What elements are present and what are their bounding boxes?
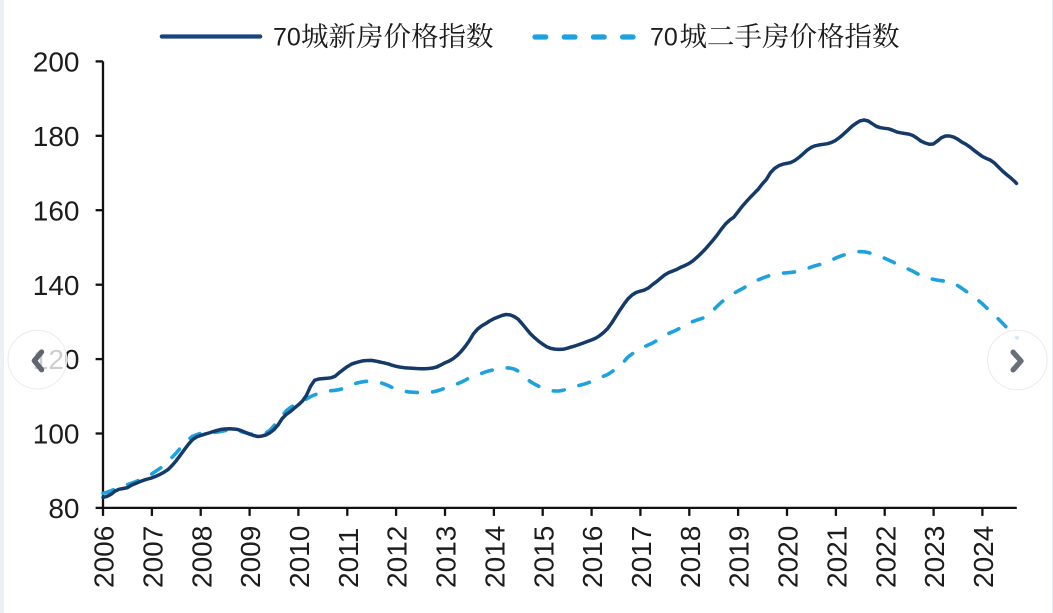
svg-text:2019: 2019 [724, 526, 755, 588]
svg-text:2006: 2006 [89, 526, 120, 588]
svg-text:2018: 2018 [675, 526, 706, 588]
svg-text:70: 70 [273, 23, 301, 51]
svg-text:70: 70 [650, 23, 678, 51]
svg-text:2012: 2012 [382, 526, 413, 588]
svg-text:160: 160 [33, 195, 80, 226]
svg-text:200: 200 [33, 47, 80, 78]
svg-text:2008: 2008 [186, 526, 217, 588]
svg-text:2021: 2021 [822, 526, 853, 588]
svg-text:2016: 2016 [577, 526, 608, 588]
svg-text:2014: 2014 [480, 526, 511, 588]
svg-text:2013: 2013 [431, 526, 462, 588]
svg-text:2022: 2022 [870, 526, 901, 588]
svg-text:140: 140 [33, 270, 80, 301]
svg-text:2007: 2007 [138, 526, 169, 588]
svg-text:100: 100 [33, 419, 80, 450]
svg-text:2020: 2020 [773, 526, 804, 588]
svg-text:2015: 2015 [528, 526, 559, 588]
svg-text:80: 80 [48, 493, 79, 524]
svg-text:2011: 2011 [333, 528, 364, 588]
svg-text:180: 180 [33, 121, 80, 152]
svg-text:2009: 2009 [235, 526, 266, 588]
svg-text:2024: 2024 [968, 526, 999, 588]
svg-text:2017: 2017 [626, 526, 657, 588]
svg-text:2023: 2023 [919, 526, 950, 588]
svg-text:2010: 2010 [284, 526, 315, 588]
